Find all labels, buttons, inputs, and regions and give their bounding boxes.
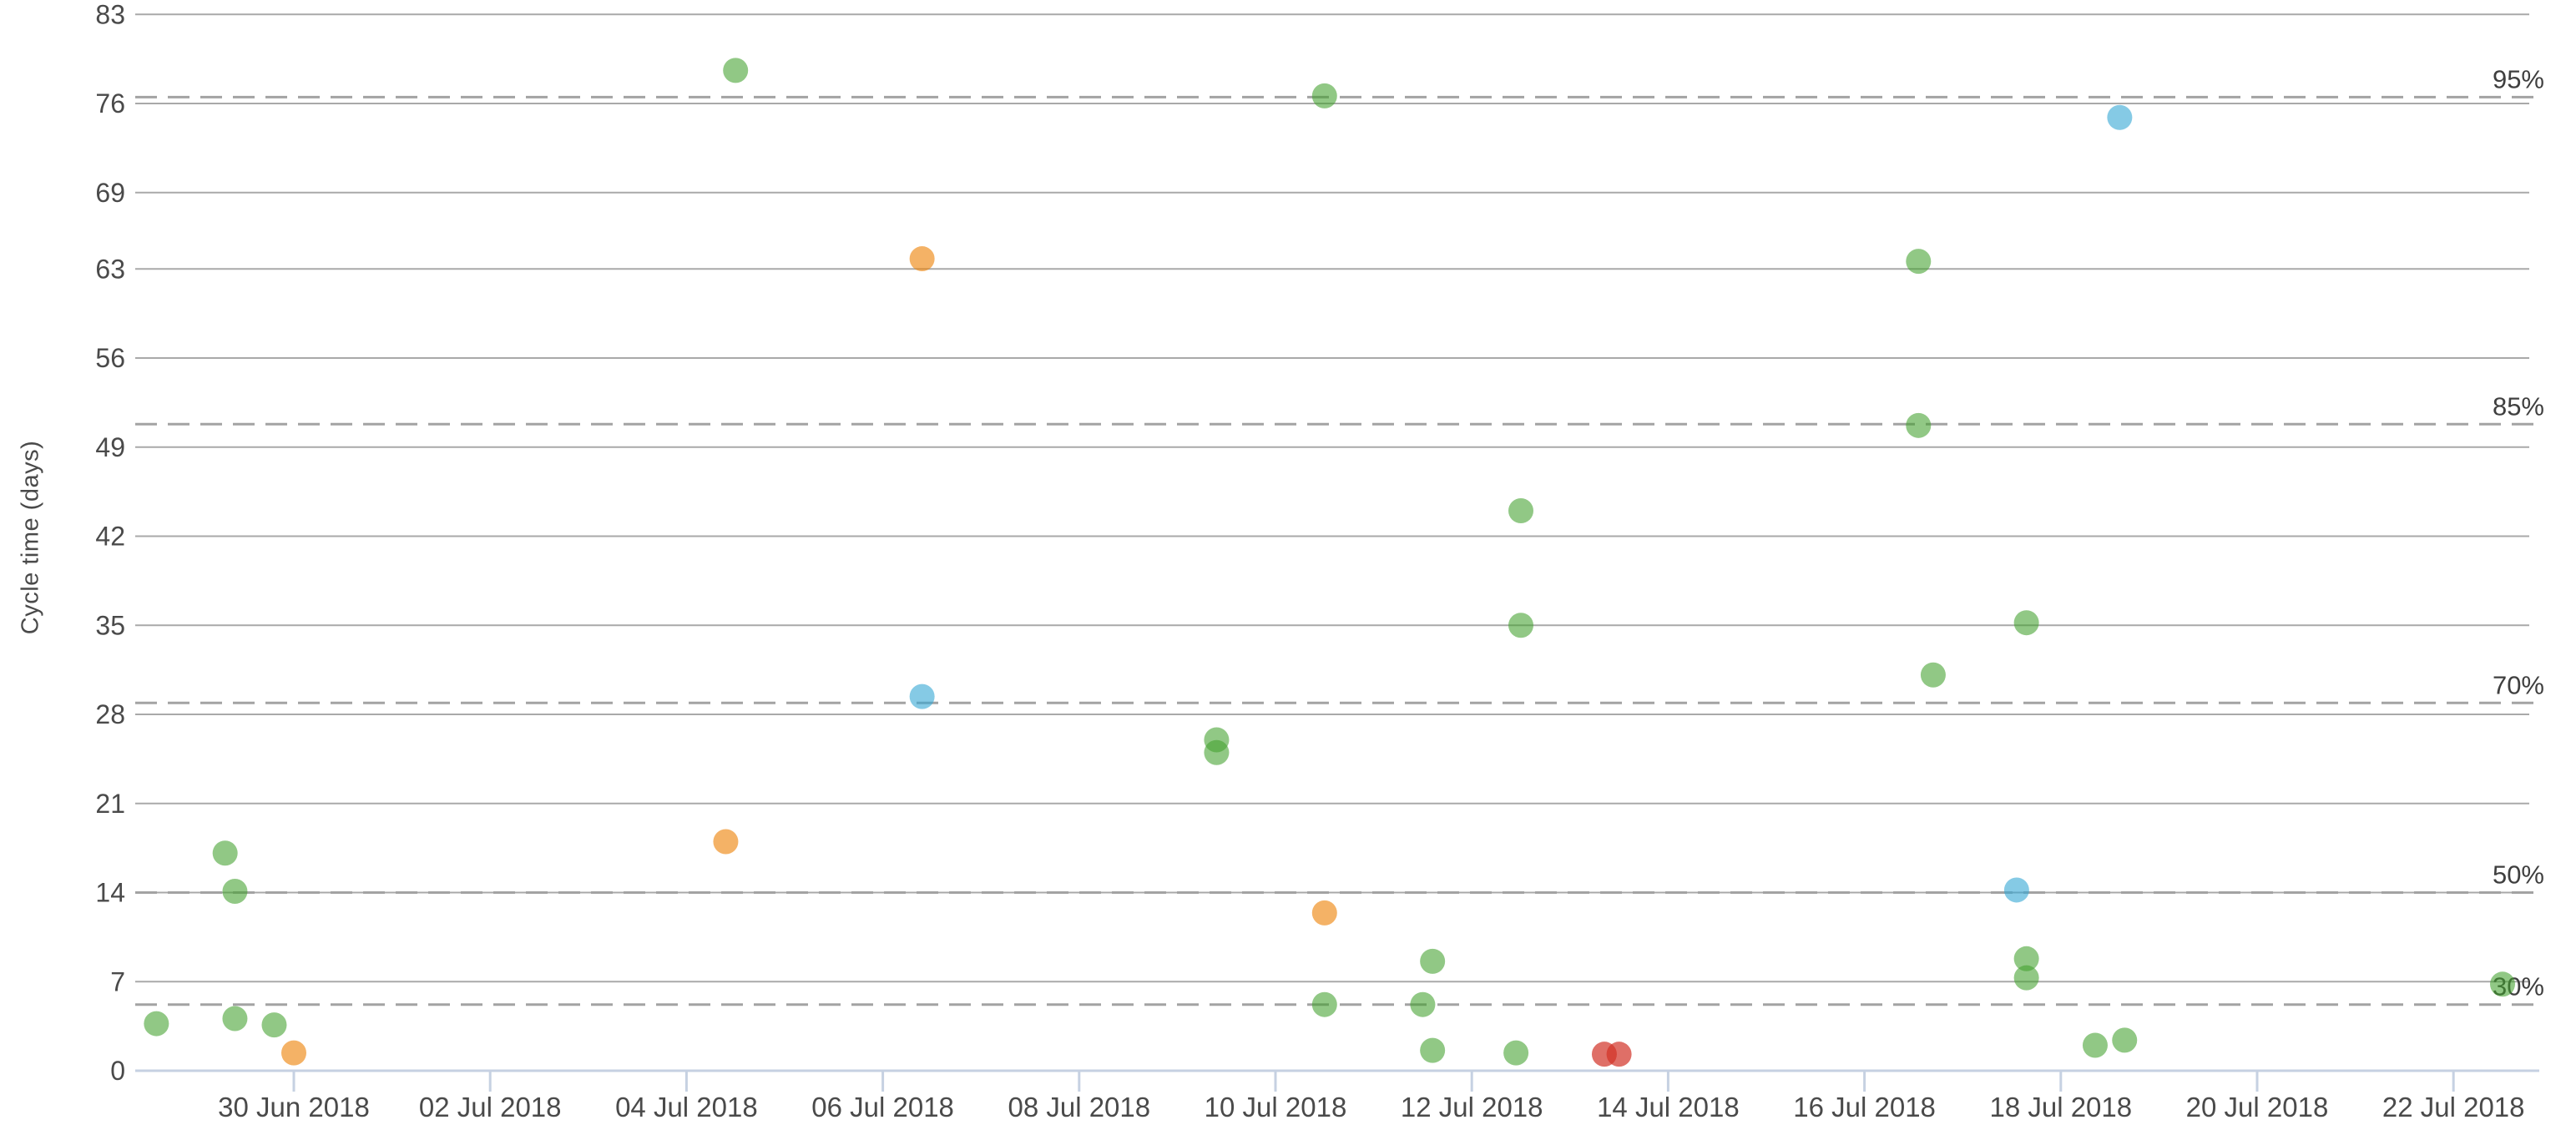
- data-point-green[interactable]: [2112, 1027, 2138, 1053]
- y-tick-label: 83: [95, 0, 125, 29]
- data-point-green[interactable]: [1204, 739, 1230, 765]
- data-point-green[interactable]: [723, 58, 749, 83]
- data-point-orange[interactable]: [1311, 900, 1337, 926]
- data-point-green[interactable]: [1503, 1040, 1529, 1066]
- percentile-label-85%: 85%: [2493, 391, 2544, 421]
- x-tick-label: 08 Jul 2018: [1008, 1092, 1150, 1122]
- x-tick-label: 30 Jun 2018: [218, 1092, 370, 1122]
- y-tick-label: 42: [95, 522, 125, 552]
- data-point-green[interactable]: [1311, 991, 1337, 1017]
- x-tick-label: 14 Jul 2018: [1597, 1092, 1740, 1122]
- data-point-green[interactable]: [2013, 946, 2039, 971]
- x-tick-label: 20 Jul 2018: [2186, 1092, 2329, 1122]
- data-point-orange[interactable]: [713, 829, 739, 855]
- data-point-green[interactable]: [1906, 412, 1932, 438]
- data-point-green[interactable]: [2082, 1032, 2108, 1058]
- y-tick-label: 63: [95, 254, 125, 284]
- data-point-red[interactable]: [1606, 1042, 1632, 1067]
- x-tick-label: 12 Jul 2018: [1401, 1092, 1543, 1122]
- data-point-green[interactable]: [1508, 498, 1533, 523]
- data-point-green[interactable]: [2013, 610, 2039, 636]
- x-tick-label: 16 Jul 2018: [1793, 1092, 1936, 1122]
- x-tick-label: 22 Jul 2018: [2382, 1092, 2525, 1122]
- data-point-orange[interactable]: [909, 246, 935, 272]
- data-point-blue[interactable]: [2107, 104, 2133, 130]
- data-point-blue[interactable]: [909, 683, 935, 709]
- y-tick-label: 28: [95, 699, 125, 729]
- data-point-green[interactable]: [1508, 613, 1533, 638]
- y-tick-label: 76: [95, 88, 125, 119]
- y-tick-label: 14: [95, 878, 125, 908]
- y-tick-label: 35: [95, 610, 125, 640]
- y-tick-label: 0: [110, 1056, 125, 1086]
- data-point-green[interactable]: [2490, 971, 2515, 997]
- data-point-green[interactable]: [222, 1006, 248, 1032]
- x-tick-label: 18 Jul 2018: [1989, 1092, 2132, 1122]
- data-point-green[interactable]: [1920, 662, 1946, 688]
- data-point-green[interactable]: [1420, 1037, 1446, 1063]
- data-point-green[interactable]: [1410, 991, 1436, 1017]
- x-tick-label: 04 Jul 2018: [615, 1092, 758, 1122]
- x-tick-label: 06 Jul 2018: [811, 1092, 954, 1122]
- data-point-blue[interactable]: [2003, 877, 2029, 903]
- data-point-green[interactable]: [1311, 83, 1337, 108]
- data-point-green[interactable]: [261, 1012, 287, 1038]
- percentile-label-50%: 50%: [2493, 860, 2544, 890]
- y-tick-label: 69: [95, 178, 125, 208]
- data-point-green[interactable]: [144, 1011, 169, 1037]
- y-tick-label: 21: [95, 789, 125, 819]
- data-point-orange[interactable]: [281, 1040, 306, 1066]
- data-point-green[interactable]: [2013, 965, 2039, 991]
- percentile-label-70%: 70%: [2493, 670, 2544, 699]
- y-tick-label: 49: [95, 432, 125, 462]
- y-tick-label: 56: [95, 343, 125, 373]
- data-point-green[interactable]: [1906, 249, 1932, 275]
- y-tick-label: 7: [110, 966, 125, 996]
- x-tick-label: 10 Jul 2018: [1205, 1092, 1347, 1122]
- x-tick-label: 02 Jul 2018: [419, 1092, 562, 1122]
- data-point-green[interactable]: [212, 840, 238, 866]
- percentile-label-95%: 95%: [2493, 64, 2544, 93]
- data-point-green[interactable]: [222, 878, 248, 904]
- data-point-green[interactable]: [1420, 948, 1446, 974]
